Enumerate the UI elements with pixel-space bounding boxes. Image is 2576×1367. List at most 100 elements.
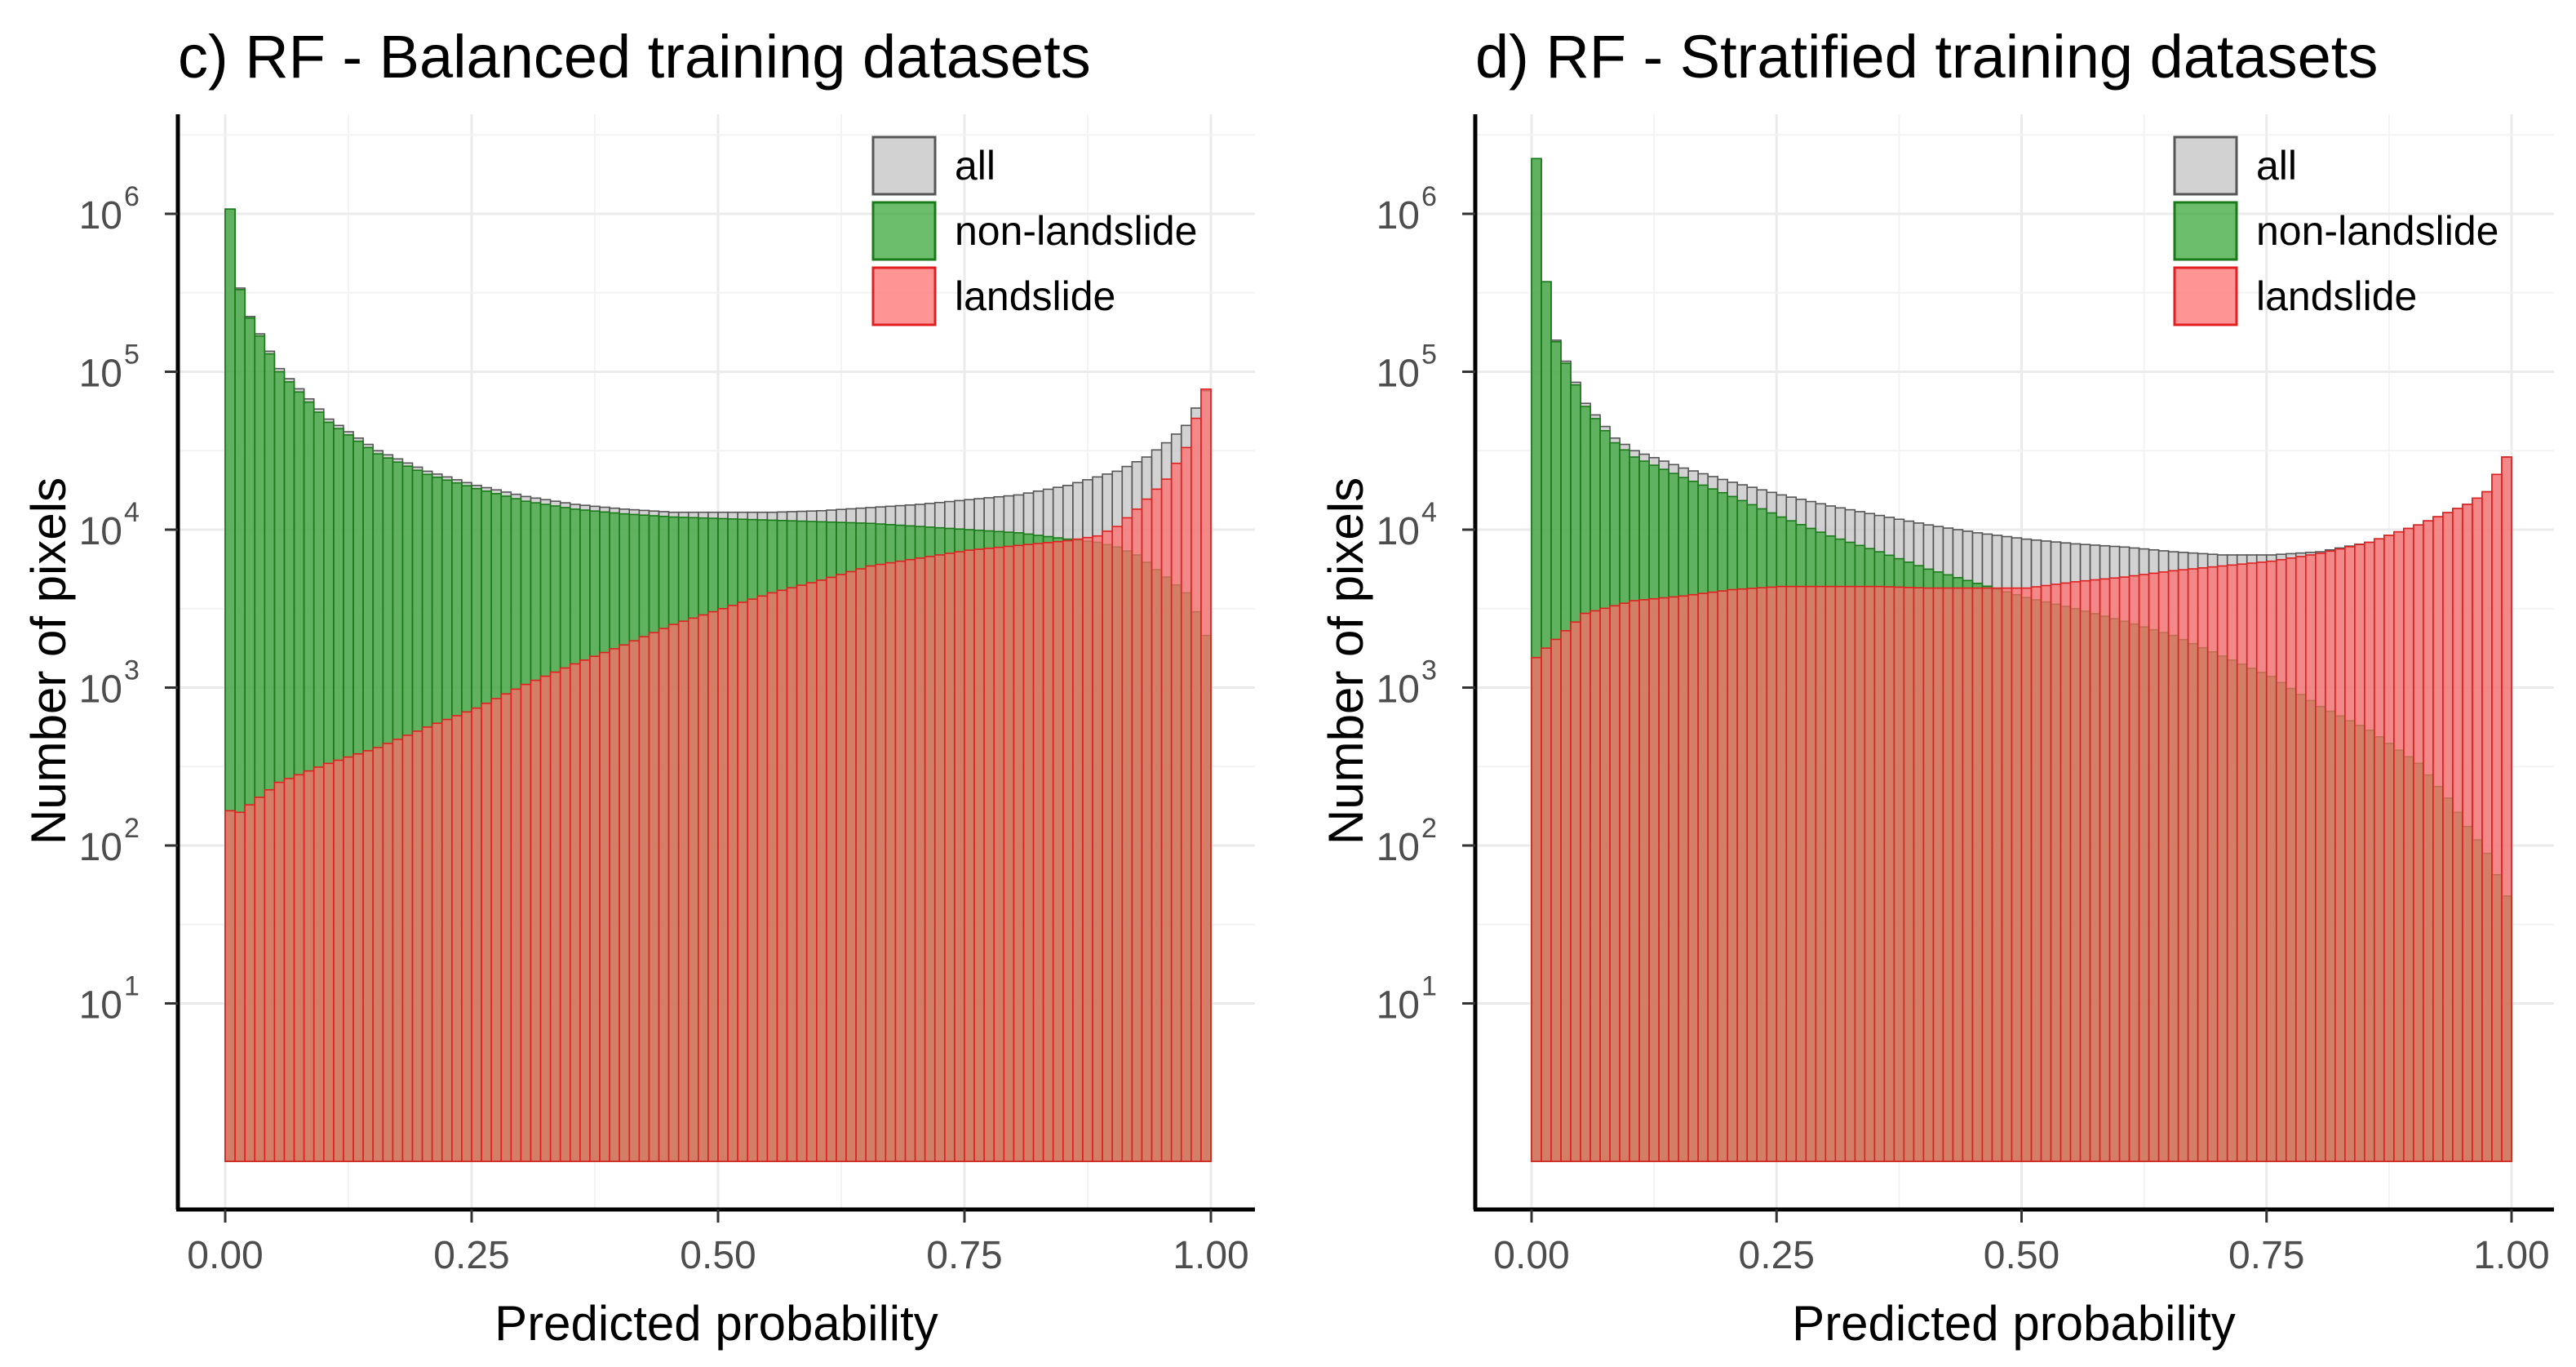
bar-landslide [1903,587,1915,1162]
y-tick-exponent: 6 [1421,181,1437,212]
bar-landslide [401,735,414,1162]
bar-landslide [2501,456,2512,1162]
bar-landslide [973,548,985,1162]
bar-landslide [392,739,404,1162]
bar-landslide [1678,595,1689,1162]
bar-landslide [2255,561,2268,1162]
panel-c-title: c) RF - Balanced training datasets [178,23,1091,91]
bar-landslide [2403,527,2414,1162]
bar-landslide [2442,512,2454,1162]
legend-key-all [871,135,937,196]
bar-landslide [638,636,650,1162]
bar-landslide [2383,535,2395,1162]
bar-landslide [411,730,423,1162]
bar-landslide [1102,530,1113,1162]
y-tick-exponent: 6 [124,181,140,212]
bar-landslide [2275,558,2287,1162]
x-tick-label: 0.75 [926,1234,1002,1277]
bar-landslide [2157,571,2170,1162]
panel-c-x-ticks: 0.00 0.25 0.50 0.75 1.00 [187,1209,1249,1277]
bar-landslide [2226,564,2238,1162]
y-tick-label: 10 [1377,984,1420,1027]
y-tick-label: 10 [1377,510,1420,553]
bar-landslide [1864,585,1876,1162]
bar-landslide [2452,508,2463,1162]
bar-landslide [569,663,581,1162]
y-tick-exponent: 2 [1421,813,1437,844]
bar-landslide [500,693,512,1162]
bar-landslide [2344,546,2356,1162]
bar-landslide [2177,569,2189,1162]
bar-landslide [372,747,384,1162]
bar-landslide [451,715,463,1162]
bar-landslide [2236,563,2248,1162]
panel-c-bars-landslide [224,388,1212,1162]
legend-key-non-landslide [2173,201,2238,261]
bar-landslide [2128,575,2140,1162]
bar-landslide [1629,600,1640,1162]
bar-landslide [875,563,887,1162]
bar-landslide [1981,587,1993,1162]
bar-landslide [1727,588,1739,1162]
bar-landslide [1180,446,1192,1162]
bar-landslide [1619,602,1630,1162]
bar-landslide [1570,621,1581,1162]
bar-landslide [1668,596,1679,1162]
bar-landslide [2197,567,2209,1162]
y-tick-exponent: 4 [1421,497,1437,528]
panel-d-title: d) RF - Stratified training datasets [1475,23,2378,91]
bar-landslide [707,610,719,1162]
bar-landslide [619,644,631,1162]
bar-landslide [1141,498,1153,1162]
bar-landslide [964,549,975,1162]
bar-landslide [382,743,394,1162]
bar-landslide [2118,576,2130,1162]
bar-landslide [1756,587,1768,1162]
bar-landslide [1580,612,1591,1162]
bar-landslide [2216,565,2228,1162]
bar-landslide [539,675,552,1162]
bar-landslide [2354,544,2365,1162]
bar-landslide [1013,544,1025,1162]
bar-landslide [1834,585,1847,1162]
legend-label-landslide: landslide [2256,273,2417,319]
bar-landslide [343,756,354,1162]
legend-label-all: all [2256,143,2297,189]
legend-label-non-landslide: non-landslide [955,208,1197,254]
y-tick-exponent: 1 [124,971,140,1002]
bar-landslide [1913,587,1925,1162]
bar-landslide [461,711,472,1162]
bar-landslide [1707,591,1718,1162]
bar-landslide [2315,553,2326,1162]
bar-landslide [1638,599,1650,1162]
bar-landslide [1609,605,1621,1162]
bar-landslide [756,595,769,1162]
bar-landslide [1072,538,1084,1162]
bar-landslide [1824,585,1837,1162]
bar-landslide [2393,530,2405,1162]
legend-label-non-landslide: non-landslide [2256,208,2498,254]
bar-landslide [826,576,837,1162]
bar-landslide [1121,517,1133,1162]
bar-landslide [1717,590,1728,1162]
bar-landslide [1151,488,1163,1162]
bar-landslide [2413,524,2424,1162]
bar-landslide [2148,572,2160,1162]
x-tick-label: 0.25 [433,1234,509,1277]
bar-landslide [1062,539,1074,1162]
bar-landslide [698,614,709,1162]
bar-landslide [983,548,995,1162]
bar-landslide [1052,540,1064,1162]
bar-landslide [2108,577,2121,1162]
bar-landslide [1599,607,1611,1162]
bar-landslide [914,557,926,1162]
y-tick-label: 10 [1377,826,1420,869]
y-tick-label: 10 [1377,194,1420,237]
bar-landslide [933,554,946,1162]
bar-landslide [1541,647,1552,1162]
bar-landslide [1736,588,1749,1162]
y-tick-exponent: 3 [1421,655,1437,686]
bar-landslide [1844,585,1856,1162]
bar-landslide [313,766,325,1162]
bar-landslide [1815,585,1827,1162]
